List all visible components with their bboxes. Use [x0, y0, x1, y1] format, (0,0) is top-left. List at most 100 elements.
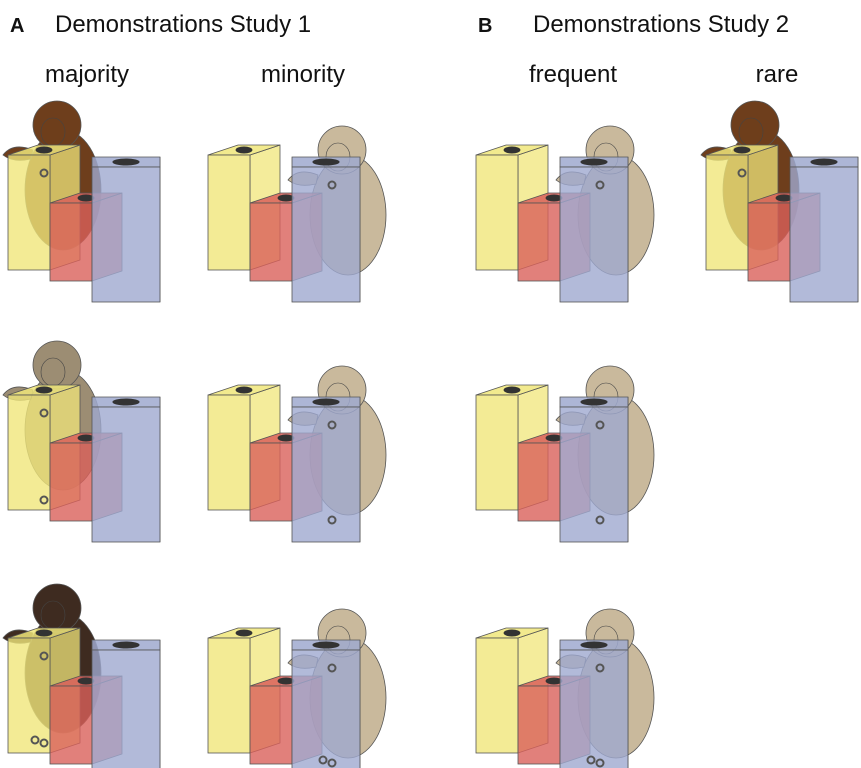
- hole: [733, 146, 751, 154]
- hole: [77, 677, 95, 685]
- ball: [595, 420, 605, 430]
- hole: [580, 398, 608, 406]
- hole: [35, 386, 53, 394]
- blue-box-front: [91, 649, 161, 768]
- red-box-front: [49, 202, 93, 282]
- ball: [737, 168, 747, 178]
- blue-box-front: [789, 166, 859, 303]
- illustration: [2, 100, 161, 303]
- hole: [775, 194, 793, 202]
- blue-box-front: [291, 649, 361, 768]
- ball: [595, 515, 605, 525]
- chimp-face: [738, 117, 764, 147]
- column-label: rare: [756, 61, 799, 88]
- illustration: [207, 125, 387, 303]
- yellow-box-front: [7, 637, 51, 754]
- hole: [77, 434, 95, 442]
- illustrations: [2, 100, 859, 768]
- blue-box-front: [91, 406, 161, 543]
- hole: [810, 158, 838, 166]
- hole: [312, 641, 340, 649]
- ball: [327, 663, 337, 673]
- hole: [77, 194, 95, 202]
- hole: [112, 641, 140, 649]
- red-box-front: [517, 442, 561, 522]
- yellow-box-front: [207, 154, 251, 271]
- column-label: minority: [261, 61, 345, 88]
- hole: [35, 629, 53, 637]
- panel-title: Demonstrations Study 2: [533, 11, 789, 38]
- yellow-box-front: [705, 154, 749, 271]
- yellow-box-front: [7, 154, 51, 271]
- column-label: majority: [45, 61, 129, 88]
- red-box-front: [249, 202, 293, 282]
- hole: [503, 146, 521, 154]
- ball: [318, 755, 328, 765]
- illustration: [2, 583, 161, 768]
- red-box-front: [747, 202, 791, 282]
- ball: [39, 168, 49, 178]
- yellow-box-front: [207, 637, 251, 754]
- ball: [327, 758, 337, 768]
- red-box-front: [517, 202, 561, 282]
- blue-box-front: [291, 166, 361, 303]
- blue-box-front: [91, 166, 161, 303]
- ball: [586, 755, 596, 765]
- blue-box-front: [559, 406, 629, 543]
- hole: [277, 194, 295, 202]
- ball: [39, 738, 49, 748]
- red-box-front: [49, 685, 93, 765]
- yellow-box-front: [475, 394, 519, 511]
- ball: [327, 420, 337, 430]
- red-box-front: [249, 685, 293, 765]
- panel-letter: B: [478, 15, 492, 37]
- hole: [312, 398, 340, 406]
- hole: [112, 398, 140, 406]
- chimp-face: [40, 117, 66, 147]
- hole: [277, 677, 295, 685]
- hole: [35, 146, 53, 154]
- ball: [595, 758, 605, 768]
- chimp-face: [40, 357, 66, 387]
- hole: [235, 146, 253, 154]
- blue-box-front: [559, 166, 629, 303]
- illustration: [475, 125, 655, 303]
- ball: [595, 663, 605, 673]
- hole: [545, 194, 563, 202]
- hole: [277, 434, 295, 442]
- illustration: [2, 340, 161, 543]
- blue-box-front: [559, 649, 629, 768]
- ball: [39, 651, 49, 661]
- red-box-front: [517, 685, 561, 765]
- red-box-front: [249, 442, 293, 522]
- hole: [112, 158, 140, 166]
- column-label: frequent: [529, 61, 617, 88]
- panel-title: Demonstrations Study 1: [55, 11, 311, 38]
- hole: [503, 386, 521, 394]
- illustration: [207, 608, 387, 768]
- yellow-box-front: [475, 637, 519, 754]
- ball: [39, 495, 49, 505]
- hole: [545, 434, 563, 442]
- ball: [327, 180, 337, 190]
- hole: [545, 677, 563, 685]
- ball: [39, 408, 49, 418]
- hole: [580, 641, 608, 649]
- illustration: [475, 608, 655, 768]
- hole: [503, 629, 521, 637]
- blue-box-front: [291, 406, 361, 543]
- hole: [235, 386, 253, 394]
- red-box-front: [49, 442, 93, 522]
- ball: [595, 180, 605, 190]
- yellow-box-front: [7, 394, 51, 511]
- ball: [30, 735, 40, 745]
- illustration: [475, 365, 655, 543]
- panel-letter: A: [10, 15, 24, 37]
- hole: [235, 629, 253, 637]
- hole: [580, 158, 608, 166]
- hole: [312, 158, 340, 166]
- yellow-box-front: [475, 154, 519, 271]
- illustration: [700, 100, 859, 303]
